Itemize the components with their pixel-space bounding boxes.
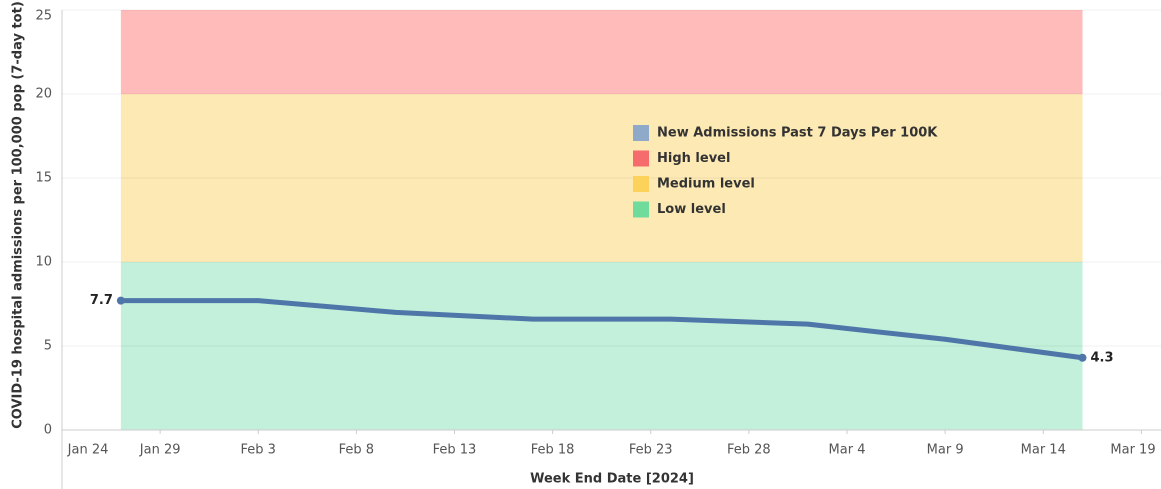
x-tick-label: Feb 13 [433, 443, 477, 458]
y-tick-label: 25 [35, 9, 52, 24]
y-tick-label: 5 [44, 339, 52, 354]
y-tick-label: 0 [44, 423, 52, 438]
threshold-band [120, 262, 1083, 430]
legend-swatch [633, 125, 649, 141]
legend-label: High level [657, 151, 730, 166]
legend-label: Medium level [657, 177, 755, 192]
line [118, 298, 1085, 361]
data-label: 4.3 [1091, 350, 1114, 365]
y-tick-label: 15 [35, 171, 52, 186]
bands [120, 10, 1083, 430]
x-axis-title: Week End Date [2024] [530, 472, 694, 487]
x-tick-label: Feb 18 [531, 443, 575, 458]
x-tick-label: Jan 24 [67, 443, 109, 458]
data-label: 7.7 [90, 293, 113, 308]
legend-label: Low level [657, 202, 726, 217]
x-tick-label: Feb 28 [727, 443, 771, 458]
legend-label: New Admissions Past 7 Days Per 100K [657, 126, 938, 141]
legend-swatch [633, 201, 649, 218]
x-tick-label: Jan 29 [139, 443, 181, 458]
x-tick-label: Feb 3 [241, 443, 276, 458]
x-tick-label: Mar 14 [1021, 443, 1066, 458]
point [1078, 353, 1087, 362]
threshold-band [120, 10, 1083, 94]
x-tick-label: Feb 8 [339, 443, 374, 458]
y-tick-label: 20 [35, 87, 52, 102]
legend-swatch [633, 176, 649, 192]
x-tick-label: Feb 23 [629, 443, 673, 458]
y-axis-title: COVID-19 hospital admissions per 100,000… [11, 1, 26, 429]
y-tick-label: 10 [35, 255, 52, 270]
point [116, 296, 125, 305]
x-tick-label: Mar 19 [1110, 443, 1155, 458]
x-tick-label: Mar 4 [829, 443, 866, 458]
threshold-band [120, 94, 1083, 262]
legend-swatch [633, 150, 649, 167]
x-tick-label: Mar 9 [927, 443, 964, 458]
